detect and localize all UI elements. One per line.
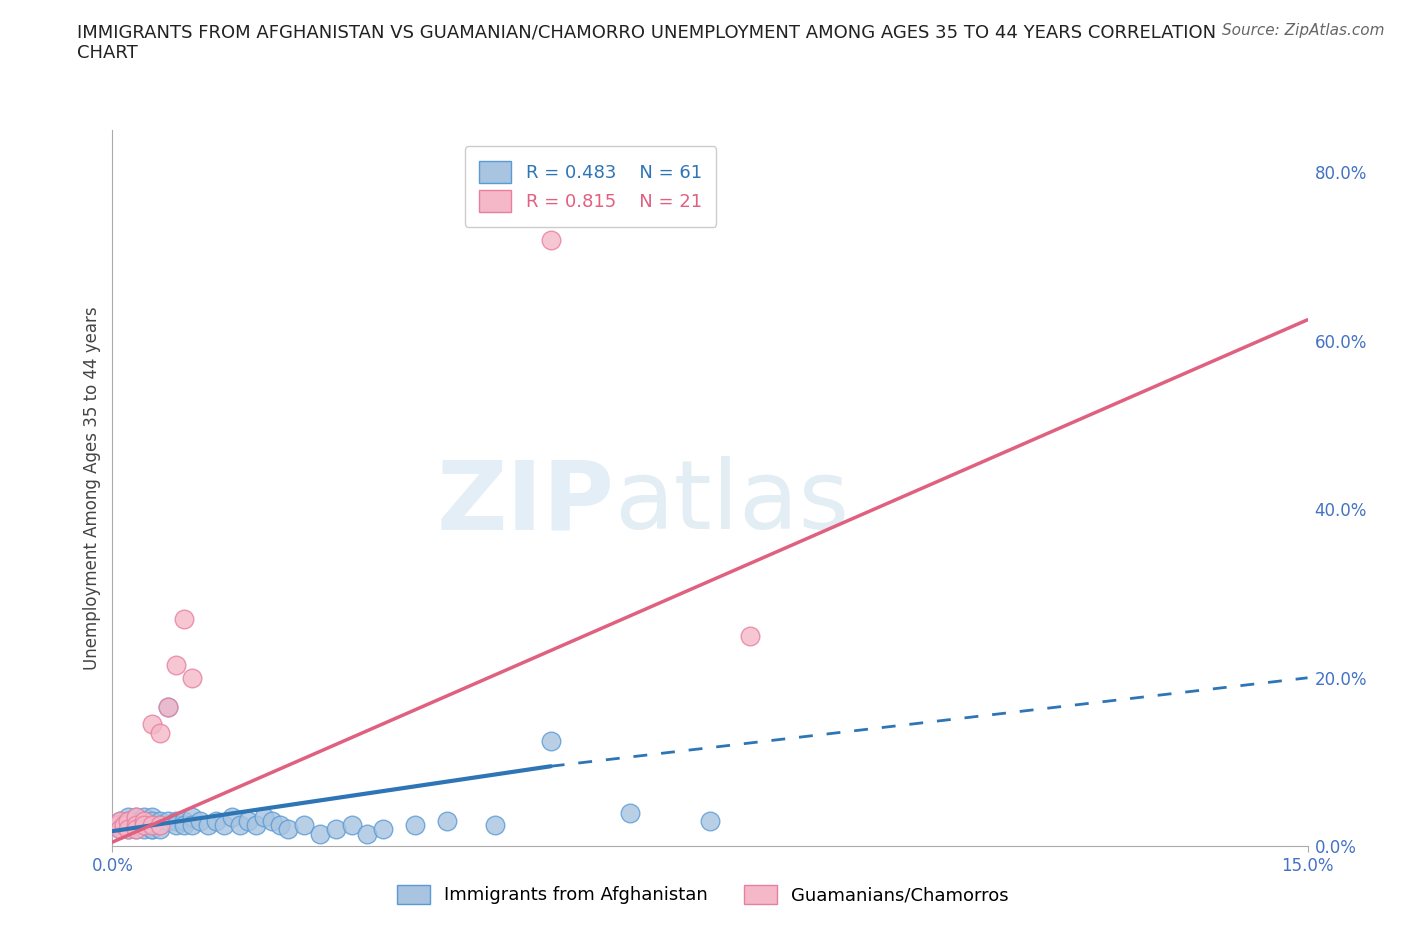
Point bbox=[157, 814, 180, 829]
Point bbox=[141, 822, 163, 837]
Point bbox=[269, 817, 291, 832]
Point bbox=[356, 826, 378, 841]
Point bbox=[165, 817, 187, 832]
Point bbox=[221, 809, 243, 824]
Point bbox=[157, 700, 180, 715]
Point bbox=[141, 809, 163, 824]
Point bbox=[134, 817, 156, 832]
Point bbox=[125, 817, 148, 832]
Point bbox=[125, 817, 148, 832]
Point bbox=[117, 814, 139, 829]
Point bbox=[125, 809, 148, 824]
Point bbox=[117, 814, 139, 829]
Point bbox=[134, 814, 156, 829]
Point bbox=[149, 814, 172, 829]
Point bbox=[340, 817, 363, 832]
Point bbox=[110, 822, 132, 837]
Point bbox=[141, 817, 163, 832]
Point bbox=[134, 817, 156, 832]
Point bbox=[540, 232, 562, 247]
Point bbox=[134, 809, 156, 824]
Point bbox=[540, 734, 562, 749]
Point bbox=[699, 814, 721, 829]
Point bbox=[141, 717, 163, 732]
Point bbox=[149, 725, 172, 740]
Point bbox=[181, 817, 204, 832]
Point bbox=[117, 822, 139, 837]
Point bbox=[141, 814, 163, 829]
Point bbox=[212, 817, 235, 832]
Legend: R = 0.483    N = 61, R = 0.815    N = 21: R = 0.483 N = 61, R = 0.815 N = 21 bbox=[464, 146, 717, 227]
Point bbox=[125, 822, 148, 837]
Point bbox=[157, 700, 180, 715]
Text: ZIP: ZIP bbox=[436, 456, 614, 549]
Point bbox=[308, 826, 330, 841]
Point bbox=[165, 658, 187, 672]
Point bbox=[738, 629, 761, 644]
Point bbox=[110, 814, 132, 829]
Point bbox=[205, 814, 228, 829]
Point bbox=[253, 809, 276, 824]
Point bbox=[125, 814, 148, 829]
Point bbox=[373, 822, 395, 837]
Text: IMMIGRANTS FROM AFGHANISTAN VS GUAMANIAN/CHAMORRO UNEMPLOYMENT AMONG AGES 35 TO : IMMIGRANTS FROM AFGHANISTAN VS GUAMANIAN… bbox=[77, 23, 1216, 62]
Point bbox=[325, 822, 347, 837]
Point bbox=[141, 817, 163, 832]
Point bbox=[173, 814, 195, 829]
Point bbox=[245, 817, 267, 832]
Point bbox=[436, 814, 458, 829]
Point bbox=[197, 817, 219, 832]
Point bbox=[149, 817, 172, 832]
Point bbox=[129, 814, 152, 829]
Point bbox=[138, 814, 160, 829]
Point bbox=[236, 814, 259, 829]
Point bbox=[105, 817, 128, 832]
Point bbox=[125, 809, 148, 824]
Legend: Immigrants from Afghanistan, Guamanians/Chamorros: Immigrants from Afghanistan, Guamanians/… bbox=[389, 878, 1017, 911]
Point bbox=[117, 822, 139, 837]
Point bbox=[114, 817, 135, 832]
Point bbox=[149, 822, 172, 837]
Text: atlas: atlas bbox=[614, 456, 849, 549]
Point bbox=[165, 814, 187, 829]
Point bbox=[292, 817, 315, 832]
Point bbox=[229, 817, 252, 832]
Point bbox=[149, 817, 172, 832]
Point bbox=[117, 809, 139, 824]
Point bbox=[188, 814, 211, 829]
Point bbox=[619, 805, 641, 820]
Point bbox=[141, 822, 163, 837]
Point bbox=[404, 817, 426, 832]
Point bbox=[125, 817, 148, 832]
Point bbox=[134, 822, 156, 837]
Point bbox=[277, 822, 299, 837]
Point bbox=[173, 611, 195, 626]
Point bbox=[181, 809, 204, 824]
Point bbox=[134, 814, 156, 829]
Text: Source: ZipAtlas.com: Source: ZipAtlas.com bbox=[1222, 23, 1385, 38]
Point bbox=[121, 817, 143, 832]
Point bbox=[114, 817, 135, 832]
Point bbox=[110, 822, 132, 837]
Point bbox=[484, 817, 506, 832]
Point bbox=[181, 671, 204, 685]
Point bbox=[125, 822, 148, 837]
Point bbox=[173, 817, 195, 832]
Point bbox=[110, 814, 132, 829]
Point bbox=[260, 814, 283, 829]
Point bbox=[141, 817, 163, 832]
Point bbox=[105, 817, 128, 832]
Point bbox=[134, 817, 156, 832]
Y-axis label: Unemployment Among Ages 35 to 44 years: Unemployment Among Ages 35 to 44 years bbox=[83, 307, 101, 670]
